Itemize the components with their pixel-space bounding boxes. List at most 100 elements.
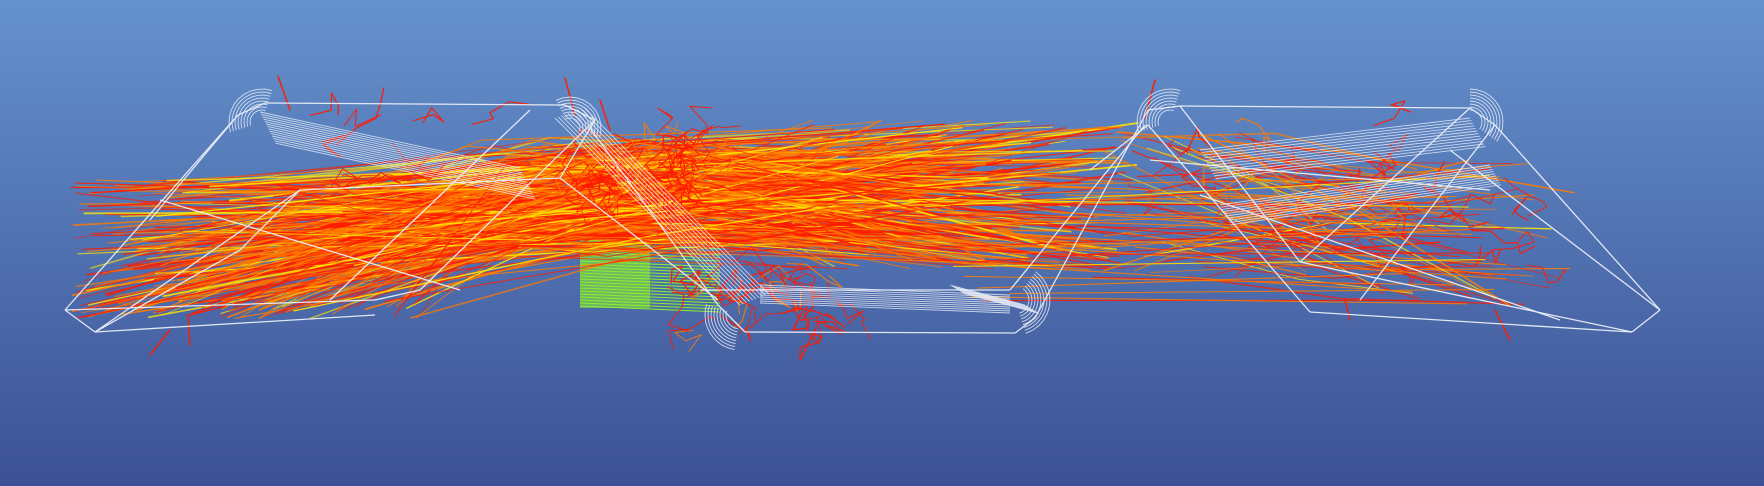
wire-edge — [589, 127, 719, 306]
wire-facet — [951, 285, 1028, 307]
ray-path — [133, 159, 1090, 234]
ray-path — [1358, 201, 1406, 220]
wire-facet — [267, 125, 528, 183]
ray-path — [727, 280, 754, 308]
wire-edge — [744, 331, 1016, 334]
ray-path — [336, 246, 1048, 294]
wire-bevel — [555, 96, 602, 138]
wire-edge — [149, 114, 239, 221]
wire-bevel — [1020, 285, 1033, 317]
wire-edge — [1009, 124, 1146, 291]
ray-path — [1171, 146, 1496, 299]
optical-ray-paths — [70, 75, 1575, 361]
ray-path — [810, 309, 845, 328]
ray-path — [1429, 193, 1495, 225]
wire-edge — [559, 177, 719, 301]
ray-path — [1393, 207, 1407, 240]
wire-bevel — [713, 306, 737, 342]
ray-path — [1118, 139, 1417, 195]
wire-bevel — [707, 304, 736, 348]
wire-facet — [949, 284, 1026, 306]
wire-bevel — [1145, 97, 1178, 130]
ray-path — [665, 142, 701, 189]
ray-path — [1373, 100, 1412, 127]
wire-facet — [759, 294, 1011, 306]
ray-path — [671, 278, 723, 294]
wire-facet — [759, 298, 1011, 310]
wire-edge — [329, 109, 531, 301]
wire-facet — [759, 292, 1011, 304]
ray-path — [744, 260, 777, 286]
wire-edge — [1449, 149, 1661, 311]
wire-facet — [759, 296, 1011, 308]
ray-path — [1238, 132, 1461, 237]
wire-facet — [1229, 182, 1500, 224]
ray-path — [1473, 245, 1502, 267]
wire-bevel — [1469, 100, 1492, 135]
wire-bevel — [240, 100, 269, 129]
ray-path — [1438, 208, 1490, 228]
wire-facet — [274, 140, 535, 198]
ray-path — [662, 141, 687, 176]
ray-path — [529, 161, 604, 176]
wire-bevel — [1469, 109, 1483, 130]
wire-facet — [259, 111, 521, 169]
ray-path — [792, 312, 809, 331]
ray-path — [144, 180, 902, 279]
ray-path — [560, 149, 602, 200]
ray-path — [132, 138, 838, 220]
ray-path — [924, 174, 1490, 208]
wire-facet — [577, 109, 763, 297]
center-crystal-wireframe — [559, 88, 1181, 351]
wire-edge — [717, 304, 746, 333]
wire-facet — [1204, 125, 1475, 159]
wire-bevel — [1157, 109, 1174, 126]
ray-path — [792, 306, 815, 318]
ray-path — [813, 320, 847, 335]
ray-path — [996, 232, 1507, 266]
wire-bevel — [1148, 100, 1177, 129]
ray-path — [1236, 117, 1272, 155]
ray-path — [650, 178, 689, 209]
ray-path — [588, 169, 624, 196]
ray-path — [674, 329, 702, 352]
wire-facet — [1223, 171, 1494, 213]
ray-spike — [277, 75, 291, 111]
ray-path — [747, 277, 795, 307]
ray-path — [412, 107, 445, 123]
ray-path — [134, 126, 1104, 243]
wire-edge — [94, 249, 241, 333]
ray-path — [969, 296, 1467, 305]
ray-spike — [1494, 309, 1511, 341]
ray-path — [656, 128, 705, 169]
ray-path — [584, 156, 625, 198]
wire-facet — [1225, 175, 1497, 217]
ray-path — [283, 202, 1060, 264]
ray-path — [183, 155, 839, 241]
wire-facet — [1208, 133, 1479, 167]
ray-path — [323, 242, 869, 256]
wire-edge — [64, 114, 239, 311]
wire-facet — [953, 286, 1030, 308]
ray-path — [925, 239, 1507, 280]
wire-facet — [561, 115, 747, 303]
ray-path — [658, 131, 687, 173]
ray-path — [1197, 150, 1219, 188]
wire-bevel — [1136, 88, 1181, 133]
wire-edge — [64, 299, 376, 311]
ray-path — [731, 269, 743, 315]
wire-bevel — [243, 103, 268, 128]
wire-facet — [263, 118, 524, 176]
wire-bevel — [1469, 94, 1498, 139]
ray-path — [1187, 276, 1524, 306]
ray-path — [472, 101, 530, 126]
wire-edge — [1309, 311, 1633, 333]
wire-bevel — [704, 304, 735, 351]
wire-facet — [567, 112, 754, 301]
ray-path — [197, 221, 1055, 304]
wire-facet — [759, 288, 1011, 300]
ray-path — [1023, 183, 1416, 203]
wire-bevel — [710, 305, 736, 345]
ray-path — [682, 170, 706, 196]
